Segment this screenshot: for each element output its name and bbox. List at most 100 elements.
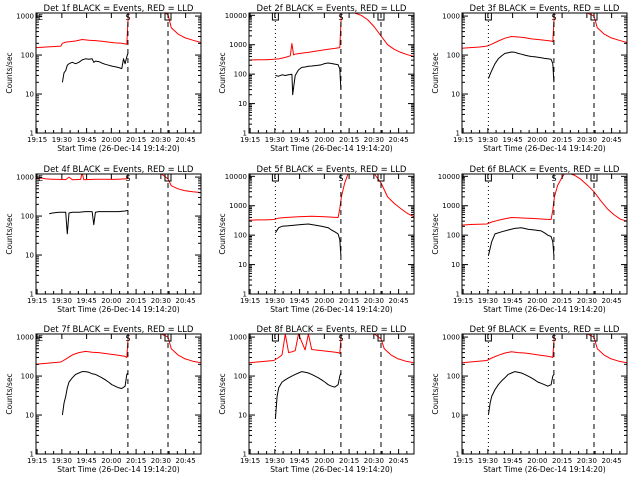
x-tick-label: 20:00	[101, 297, 121, 305]
x-tick-label: 19:15	[240, 457, 260, 465]
lld-series-line	[249, 13, 414, 61]
x-tick-label: 19:15	[27, 457, 47, 465]
x-tick-label: 19:30	[478, 297, 498, 305]
x-tick-label: 20:30	[577, 136, 597, 144]
x-tick-label: 19:30	[478, 457, 498, 465]
x-tick-label: 19:15	[240, 136, 260, 144]
y-tick-label: 1	[243, 130, 247, 138]
x-tick-label: 20:15	[126, 297, 146, 305]
y-tick-label: 1	[30, 130, 34, 138]
events-series-line	[61, 371, 129, 416]
y-axis-label: Counts/sec	[218, 52, 227, 93]
event-marker-label: S	[125, 334, 130, 343]
x-tick-label: 20:45	[176, 297, 196, 305]
y-axis-label: Counts/sec	[431, 373, 440, 414]
lld-series-line	[462, 334, 627, 364]
y-tick-label: 1	[456, 451, 460, 459]
y-tick-label: 10000	[438, 173, 460, 181]
event-marker-label: S	[551, 334, 556, 343]
plot-frame	[35, 333, 202, 455]
lld-series-line	[36, 174, 201, 194]
y-tick-label: 10	[451, 412, 460, 420]
panel-title: Det 2f BLACK = Events, RED = LLD	[257, 4, 407, 14]
end-marker-box	[484, 173, 492, 182]
plot-frame	[248, 333, 415, 455]
x-axis-label: Start Time (26-Dec-14 19:14:20)	[483, 465, 605, 474]
x-tick-label: 19:45	[77, 297, 97, 305]
event-marker-label: S	[338, 174, 343, 183]
y-tick-label: 100	[21, 213, 34, 221]
x-axis-label: Start Time (26-Dec-14 19:14:20)	[483, 144, 605, 153]
y-tick-label: 10	[238, 412, 247, 420]
y-tick-label: 1000	[229, 41, 247, 49]
plot-frame	[248, 173, 415, 295]
x-tick-label: 19:30	[478, 136, 498, 144]
events-series-line	[487, 51, 555, 83]
events-series-line	[275, 62, 342, 96]
y-tick-label: 100	[234, 71, 247, 79]
y-tick-label: 1	[456, 291, 460, 299]
events-series-line	[49, 209, 129, 235]
end-marker-box	[271, 173, 279, 182]
y-tick-label: 10	[451, 91, 460, 99]
x-axis-label: Start Time (26-Dec-14 19:14:20)	[483, 305, 605, 314]
x-tick-label: 19:15	[27, 297, 47, 305]
plot-frame	[461, 173, 628, 295]
event-marker-label: S	[125, 174, 130, 183]
lld-series-line	[36, 334, 201, 365]
panel-title: Det 3f BLACK = Events, RED = LLD	[470, 4, 620, 14]
x-tick-label: 19:15	[453, 457, 473, 465]
lld-series-line	[249, 334, 414, 364]
event-marker-label: E	[38, 13, 43, 22]
x-tick-label: 20:45	[602, 457, 622, 465]
x-tick-label: 19:45	[290, 457, 310, 465]
x-tick-label: 20:45	[176, 136, 196, 144]
x-tick-label: 19:30	[265, 136, 285, 144]
x-tick-label: 20:45	[602, 136, 622, 144]
x-tick-label: 20:30	[364, 136, 384, 144]
events-series-line	[487, 227, 555, 256]
y-tick-label: 100	[447, 373, 460, 381]
y-tick-label: 1000	[16, 174, 34, 182]
y-tick-label: 10000	[225, 12, 247, 20]
y-tick-label: 1000	[229, 202, 247, 210]
y-tick-label: 100	[447, 52, 460, 60]
x-tick-label: 19:15	[27, 136, 47, 144]
x-tick-label: 20:00	[527, 136, 547, 144]
x-tick-label: 19:15	[453, 136, 473, 144]
y-axis-label: Counts/sec	[5, 213, 14, 254]
event-marker-label: S	[338, 13, 343, 22]
x-tick-label: 20:00	[314, 136, 334, 144]
x-tick-label: 19:30	[265, 297, 285, 305]
y-tick-label: 10	[451, 261, 460, 269]
x-axis-label: Start Time (26-Dec-14 19:14:20)	[270, 465, 392, 474]
y-tick-label: 1	[30, 291, 34, 299]
panel-title: Det 9f BLACK = Events, RED = LLD	[470, 325, 620, 335]
y-axis-label: Counts/sec	[5, 52, 14, 93]
panel-title: Det 5f BLACK = Events, RED = LLD	[257, 165, 407, 175]
x-tick-label: 19:45	[290, 297, 310, 305]
y-tick-label: 1000	[442, 13, 460, 21]
end-marker-box	[484, 333, 492, 342]
plot-frame	[35, 12, 202, 134]
y-axis-label: Counts/sec	[431, 213, 440, 254]
x-tick-label: 19:45	[77, 457, 97, 465]
x-tick-label: 20:30	[577, 457, 597, 465]
y-tick-label: 10	[25, 252, 34, 260]
x-tick-label: 20:30	[151, 136, 171, 144]
x-tick-label: 20:30	[364, 457, 384, 465]
y-tick-label: 10	[25, 412, 34, 420]
y-tick-label: 1	[30, 451, 34, 459]
events-series-line	[487, 371, 555, 416]
event-marker-label: E	[38, 334, 43, 343]
event-marker-label: E	[38, 174, 43, 183]
x-axis-label: Start Time (26-Dec-14 19:14:20)	[57, 465, 179, 474]
x-tick-label: 19:30	[52, 136, 72, 144]
x-tick-label: 20:45	[602, 297, 622, 305]
